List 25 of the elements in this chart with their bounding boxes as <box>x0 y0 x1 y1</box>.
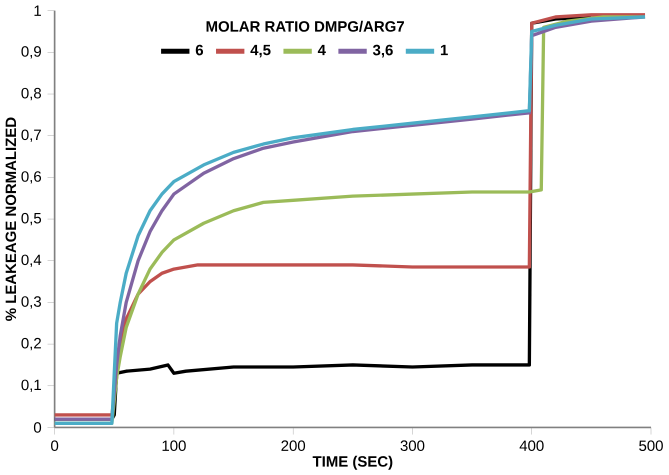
y-tick-label: 0,7 <box>21 129 41 142</box>
legend-label: 3,6 <box>372 44 393 58</box>
legend-label: 4 <box>318 44 326 55</box>
y-tick-label: 0,5 <box>21 212 42 226</box>
y-tick-label: 0,1 <box>21 379 41 392</box>
x-tick-label: 200 <box>281 440 306 451</box>
legend-title: MOLAR RATIO DMPG/ARG7 <box>206 20 404 32</box>
legend-label: 6 <box>196 44 204 56</box>
x-tick-label: 0 <box>51 440 58 451</box>
y-axis-title: % LEAKEAGE NORMALIZED <box>6 117 16 321</box>
x-tick-label: 400 <box>520 440 544 451</box>
y-tick-label: 0,2 <box>21 338 41 350</box>
y-tick-label: 0,4 <box>21 254 42 267</box>
legend-label: 4,5 <box>250 44 271 58</box>
y-tick-label: 0,8 <box>21 88 42 100</box>
x-axis-title: TIME (SEC) <box>312 456 392 470</box>
y-tick-label: 0,9 <box>21 46 41 58</box>
x-tick-label: 100 <box>162 440 186 451</box>
y-tick-label: 0 <box>34 422 42 433</box>
y-tick-label: 0,6 <box>21 171 42 184</box>
y-tick-label: 1 <box>34 5 41 16</box>
y-tick-label: 0,3 <box>21 296 42 308</box>
x-tick-label: 300 <box>400 440 424 451</box>
legend-label: 1 <box>440 44 448 55</box>
x-tick-label: 500 <box>639 440 663 451</box>
